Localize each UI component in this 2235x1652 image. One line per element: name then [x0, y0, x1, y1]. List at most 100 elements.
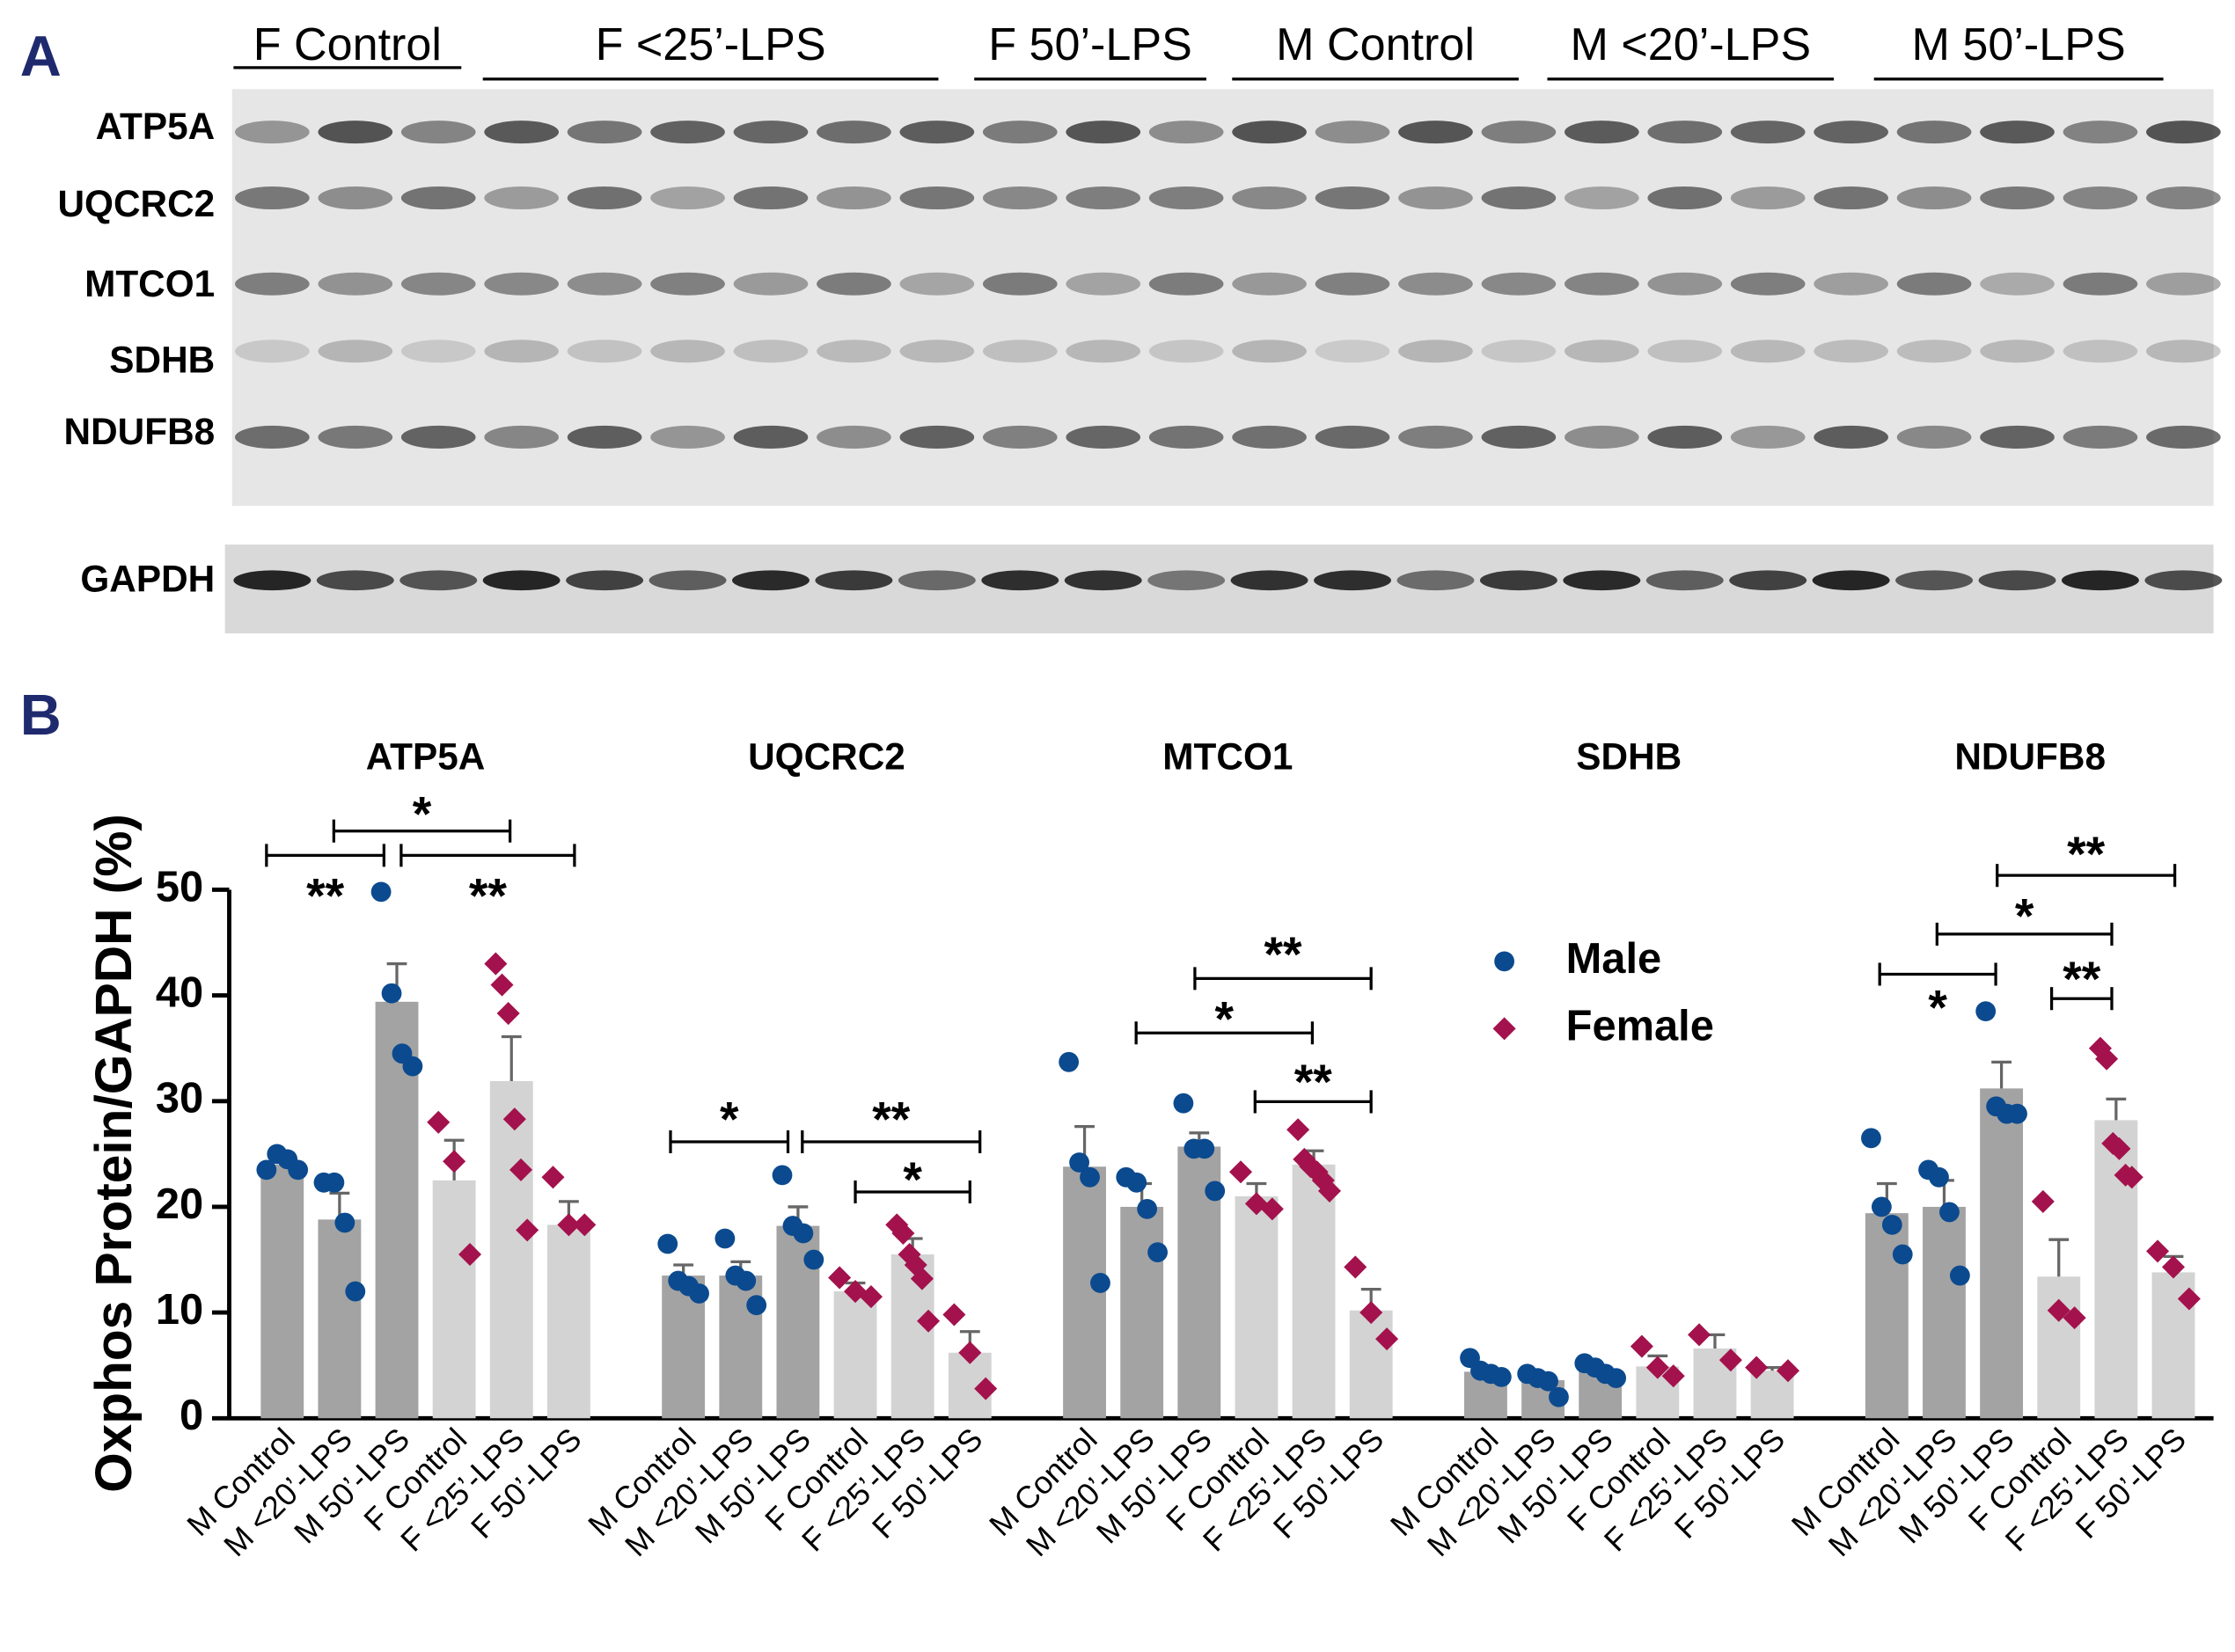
band — [982, 340, 1058, 363]
group-title: UQCRC2 — [748, 735, 905, 777]
significance-bracket — [265, 844, 385, 867]
band — [484, 186, 559, 210]
band — [1066, 340, 1141, 363]
male-point — [370, 881, 392, 903]
female-point — [1317, 1179, 1341, 1202]
band — [318, 272, 393, 296]
male-point — [1080, 1166, 1100, 1188]
band — [1481, 272, 1557, 296]
female-point — [1286, 1118, 1310, 1142]
band — [567, 186, 642, 210]
band — [1564, 340, 1639, 363]
significance-label: ** — [872, 1092, 911, 1146]
female-point — [1661, 1364, 1685, 1388]
band — [1147, 570, 1226, 591]
band — [1564, 121, 1639, 144]
band — [1730, 121, 1806, 144]
band — [316, 570, 394, 591]
bar — [1865, 1213, 1909, 1419]
female-point — [516, 1218, 539, 1242]
band — [650, 272, 725, 296]
band — [817, 121, 891, 144]
error-bar — [2048, 1238, 2070, 1277]
group-title: MTCO1 — [1162, 735, 1293, 777]
lane-group-label: M Control — [1276, 19, 1475, 70]
band — [233, 570, 311, 591]
bar — [260, 1164, 304, 1419]
significance-bracket — [399, 844, 576, 867]
bar — [1980, 1088, 2024, 1419]
lane-group-label: F <25’-LPS — [596, 19, 826, 70]
band — [1814, 340, 1888, 363]
male-point — [402, 1056, 423, 1077]
female-point — [859, 1285, 883, 1309]
band — [1564, 186, 1639, 210]
band — [650, 186, 725, 210]
panel-label: B — [20, 683, 62, 747]
band — [817, 186, 891, 210]
band — [567, 121, 642, 144]
male-point — [1975, 1001, 1997, 1022]
male-point — [1606, 1368, 1627, 1388]
band — [1315, 186, 1390, 210]
band — [1814, 186, 1888, 210]
y-tick-label: 50 — [156, 863, 203, 910]
band — [1896, 425, 1972, 449]
band — [235, 340, 310, 363]
band — [1980, 186, 2055, 210]
female-point — [458, 1242, 482, 1267]
band — [2146, 272, 2221, 296]
group-title: SDHB — [1576, 735, 1682, 777]
band — [1814, 272, 1888, 296]
band — [1564, 272, 1639, 296]
band — [235, 425, 310, 449]
band — [482, 570, 561, 591]
band — [1896, 186, 1972, 210]
band — [1980, 340, 2055, 363]
band — [1232, 340, 1307, 363]
band — [898, 570, 976, 591]
band — [1481, 425, 1557, 449]
band — [1730, 272, 1806, 296]
y-tick-label: 0 — [180, 1392, 203, 1439]
female-point — [1260, 1197, 1284, 1221]
band — [400, 340, 476, 363]
band — [650, 425, 725, 449]
significance-label: * — [1928, 980, 1947, 1034]
significance-label: * — [903, 1152, 922, 1207]
bar — [1235, 1195, 1279, 1419]
blot-gapdh — [224, 545, 2214, 634]
male-point — [1205, 1181, 1226, 1202]
band — [982, 425, 1058, 449]
band — [1232, 272, 1307, 296]
female-point — [958, 1341, 982, 1364]
female-point — [828, 1266, 852, 1290]
band — [1148, 425, 1224, 449]
band — [733, 121, 809, 144]
band — [566, 570, 644, 591]
band — [1812, 570, 1890, 591]
band — [649, 570, 727, 591]
female-point — [509, 1158, 533, 1181]
female-point — [1718, 1349, 1742, 1372]
male-point — [1147, 1242, 1168, 1263]
band — [318, 340, 393, 363]
error-bar — [1991, 1060, 2012, 1089]
band — [2144, 570, 2223, 591]
male-point — [288, 1159, 309, 1181]
bar — [1120, 1206, 1164, 1419]
bar — [489, 1080, 533, 1419]
bar — [1349, 1310, 1393, 1419]
y-tick-label: 10 — [156, 1286, 203, 1334]
band — [817, 340, 891, 363]
band — [318, 121, 393, 144]
band — [1647, 340, 1723, 363]
band — [899, 121, 975, 144]
female-point — [427, 1110, 451, 1134]
band — [1730, 340, 1806, 363]
band — [484, 425, 559, 449]
significance-bracket — [669, 1129, 790, 1154]
band — [981, 570, 1059, 591]
male-point — [1861, 1128, 1881, 1149]
